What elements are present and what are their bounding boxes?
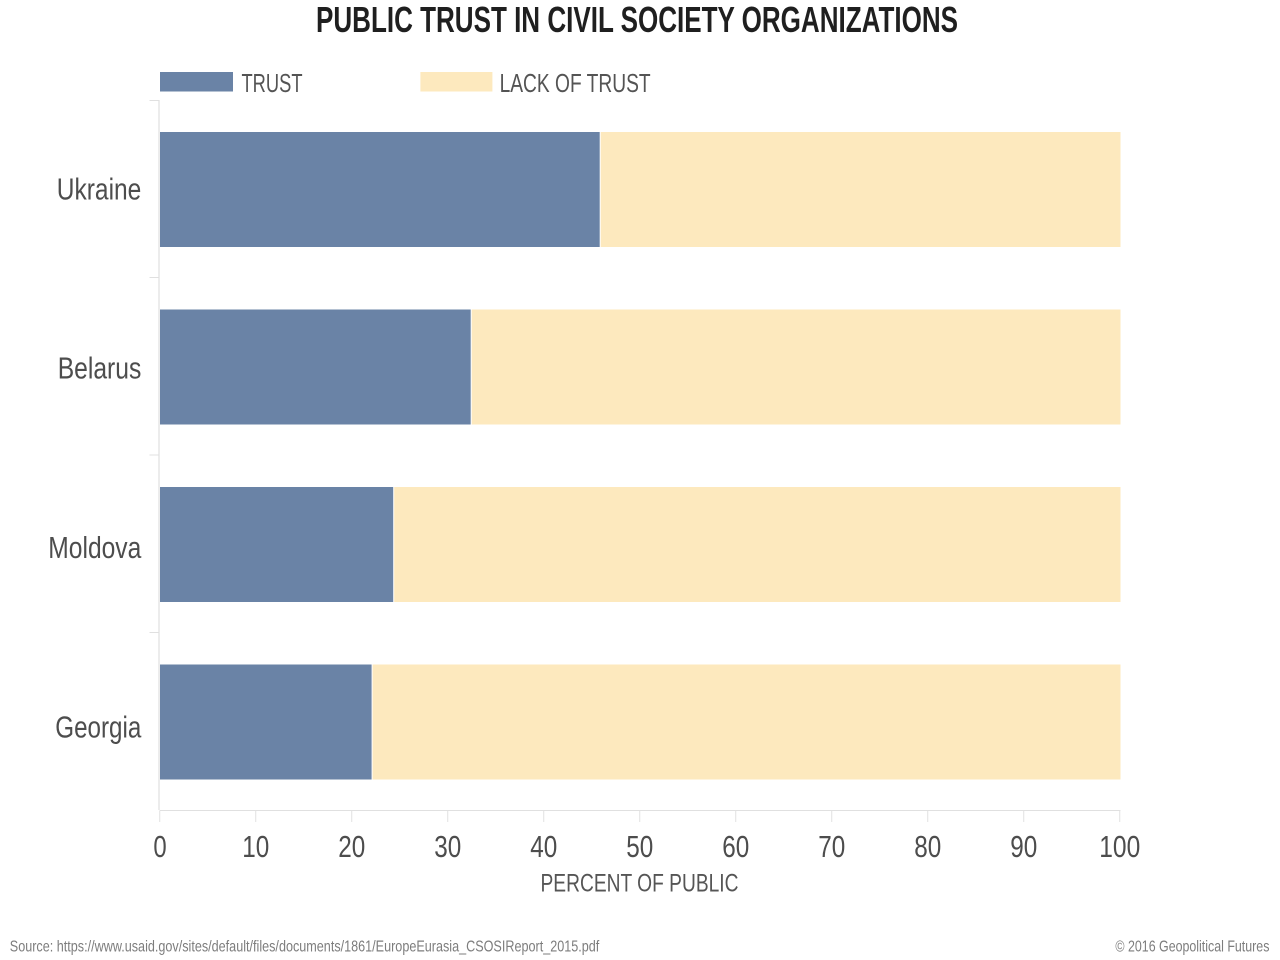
svg-text:10: 10 (242, 829, 269, 864)
svg-text:© 2016 Geopolitical Futures: © 2016 Geopolitical Futures (1115, 939, 1269, 956)
svg-text:50: 50 (626, 829, 653, 864)
svg-text:PUBLIC TRUST IN CIVIL SOCIETY: PUBLIC TRUST IN CIVIL SOCIETY ORGANIZATI… (316, 0, 958, 40)
svg-text:Moldova: Moldova (48, 530, 142, 565)
svg-text:40: 40 (530, 829, 557, 864)
svg-text:30: 30 (434, 829, 461, 864)
svg-text:Source: https://www.usaid.gov/: Source: https://www.usaid.gov/sites/defa… (10, 939, 600, 956)
svg-text:0: 0 (153, 829, 166, 864)
svg-text:90: 90 (1010, 829, 1037, 864)
svg-text:Belarus: Belarus (58, 351, 142, 386)
svg-text:20: 20 (338, 829, 365, 864)
svg-text:60: 60 (722, 829, 749, 864)
svg-text:70: 70 (818, 829, 845, 864)
svg-text:Ukraine: Ukraine (57, 171, 142, 206)
svg-text:PERCENT OF PUBLIC: PERCENT OF PUBLIC (541, 870, 739, 898)
svg-text:80: 80 (914, 829, 941, 864)
svg-text:TRUST: TRUST (242, 68, 303, 98)
svg-text:Georgia: Georgia (55, 710, 142, 745)
svg-text:100: 100 (1099, 829, 1140, 864)
svg-text:LACK OF TRUST: LACK OF TRUST (500, 68, 651, 98)
